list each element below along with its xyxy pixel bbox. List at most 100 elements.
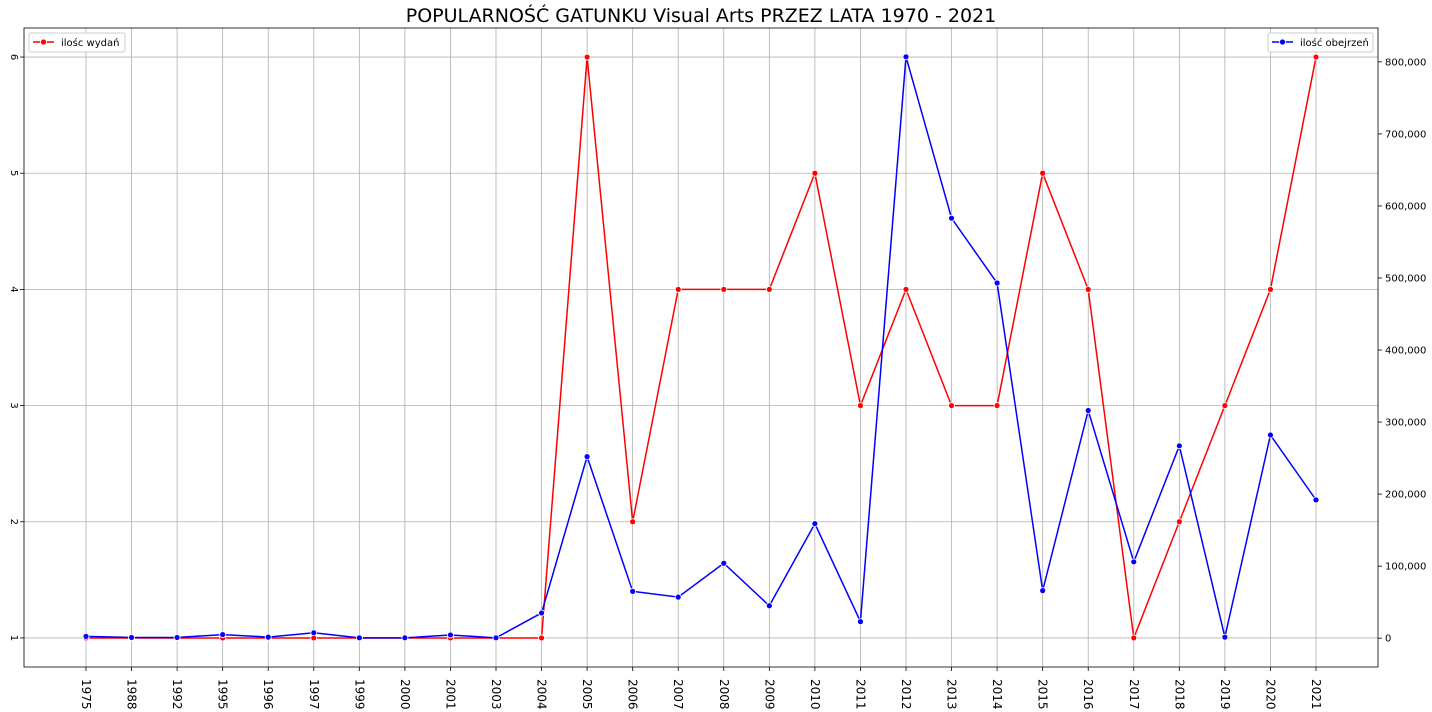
data-point [583,53,591,61]
data-point [811,169,819,177]
x-tick-label: 1975 [79,679,93,710]
data-point [1084,407,1092,414]
data-point [1084,286,1092,293]
data-point [1130,634,1138,642]
series-layer [82,53,1320,642]
x-tick-label: 2021 [1309,679,1323,710]
data-point [1267,286,1274,293]
data-point [492,634,500,642]
data-point [355,634,363,642]
data-point [993,402,1001,409]
left-y-axis: 1 2 3 4 5 6 [8,54,24,641]
data-point [310,629,318,637]
right-tick-label: 100,000 [1385,562,1426,573]
x-tick-label: 1995 [216,679,230,710]
legend-right-marker-swatch [1279,38,1286,46]
legend-right-label: ilość obejrzeń [1300,37,1369,49]
data-point [264,633,272,641]
x-tick-label: 2004 [535,679,549,710]
legend-right-box [1267,32,1374,53]
left-tick-label: 5 [8,170,19,176]
x-tick-label: 1992 [170,679,184,710]
right-tick-label: 800,000 [1385,57,1426,68]
left-tick-label: 1 [8,635,19,641]
series-2 [82,53,1320,642]
data-point [629,518,637,526]
legend-left-box [28,32,126,53]
data-point [902,53,910,61]
x-tick-label: 2011 [853,679,867,710]
x-tick-label: 2009 [762,679,776,710]
data-point [1175,518,1183,526]
data-point [948,214,955,222]
left-tick-label: 2 [8,519,19,525]
x-tick-label: 2010 [808,679,822,710]
data-point [1175,442,1183,450]
x-tick-label: 2006 [626,679,640,710]
x-tick-label: 1999 [352,679,366,710]
x-axis: 1975 1988 1992 1995 1996 1997 1999 2000 2001 2003… [79,667,1323,710]
data-point [857,402,864,409]
data-point [219,631,227,638]
data-point [173,634,181,641]
data-point [82,632,90,640]
data-point [811,520,819,528]
series-line [85,56,1317,639]
x-tick-label: 2019 [1218,679,1232,710]
data-point [1039,587,1047,595]
data-point [765,286,773,293]
data-point [948,402,955,409]
x-tick-label: 2007 [671,679,685,710]
x-tick-label: 2018 [1172,679,1186,710]
legend-right: ilość obejrzeń [1267,32,1374,53]
right-tick-label: 200,000 [1385,490,1426,501]
right-tick-label: 0 [1385,634,1391,645]
legend-left-label: ilośc wydań [61,37,119,49]
legend-left: ilośc wydań [28,32,126,53]
data-point [674,593,682,601]
x-tick-label: 2013 [945,679,959,710]
right-tick-label: 700,000 [1385,129,1426,140]
data-point [1312,496,1320,504]
x-tick-label: 2000 [398,679,412,710]
series-line [86,56,1317,639]
x-tick-label: 1996 [261,679,275,710]
data-point [674,286,682,293]
x-tick-label: 2001 [443,679,457,710]
data-point [583,453,591,461]
x-tick-label: 2020 [1263,679,1277,710]
data-point [1221,633,1229,641]
left-tick-label: 4 [8,286,19,292]
data-point [765,602,773,610]
x-tick-label: 2015 [1036,679,1050,710]
data-point [902,286,910,293]
x-tick-label: 2012 [899,679,913,710]
left-tick-label: 6 [8,54,19,60]
x-tick-label: 2014 [990,679,1004,710]
data-point [993,279,1001,287]
right-tick-label: 300,000 [1385,418,1426,429]
legend-left-marker-swatch [40,38,47,46]
x-tick-label: 2016 [1081,679,1095,710]
data-point [629,587,637,595]
right-tick-label: 500,000 [1385,273,1426,284]
data-point [1312,53,1320,61]
x-tick-label: 2005 [580,679,594,710]
data-point [1039,169,1047,177]
chart-title: POPULARNOŚĆ GATUNKU Visual Arts PRZEZ LA… [406,3,996,27]
x-tick-label: 1997 [307,679,321,710]
x-tick-label: 2003 [489,679,503,710]
left-tick-label: 3 [8,402,19,408]
x-tick-label: 2017 [1127,679,1141,710]
data-point [1221,402,1229,409]
data-point [720,559,728,567]
data-point [1130,558,1138,566]
data-point [538,609,545,617]
x-tick-label: 1988 [125,679,139,710]
data-point [401,634,409,642]
data-point [447,631,454,639]
grid [24,28,1378,667]
right-tick-label: 400,000 [1385,346,1426,357]
data-point [538,634,545,642]
